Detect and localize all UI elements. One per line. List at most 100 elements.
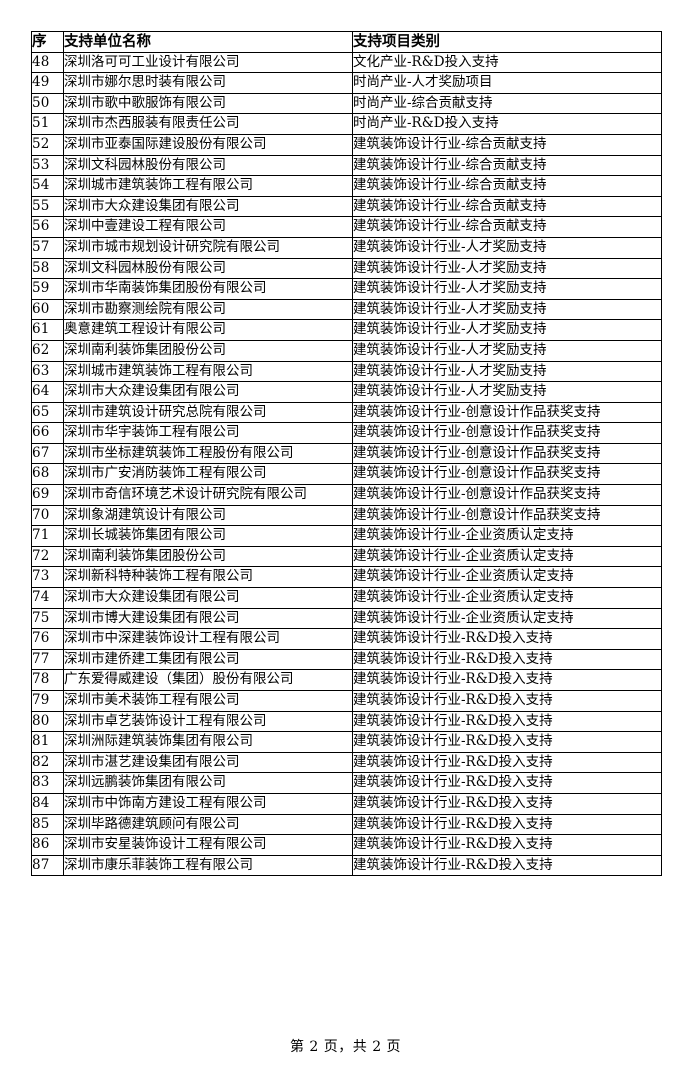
cell-project-type: 建筑装饰设计行业-人才奖励支持 xyxy=(352,298,662,321)
cell-project-type: 建筑装饰设计行业-R&D投入支持 xyxy=(352,690,662,712)
cell-project-type: 建筑装饰设计行业-综合贡献支持 xyxy=(352,154,662,177)
cell-seq: 52 xyxy=(31,133,64,156)
cell-seq: 59 xyxy=(31,278,64,300)
cell-unit-name: 深圳市歌中歌服饰有限公司 xyxy=(63,92,353,115)
cell-unit-name: 深圳市中深建装饰设计工程有限公司 xyxy=(63,628,353,650)
cell-seq: 58 xyxy=(31,257,64,280)
table-row: 80 深圳市卓艺装饰设计工程有限公司 建筑装饰设计行业-R&D投入支持 xyxy=(31,710,662,733)
column-header-name: 支持单位名称 xyxy=(63,31,353,53)
cell-project-type: 建筑装饰设计行业-创意设计作品获奖支持 xyxy=(352,484,662,506)
cell-unit-name: 深圳南利装饰集团股份公司 xyxy=(63,339,353,362)
cell-seq: 48 xyxy=(31,51,64,74)
cell-seq: 67 xyxy=(31,442,64,465)
table-row: 84 深圳市中饰南方建设工程有限公司 建筑装饰设计行业-R&D投入支持 xyxy=(31,792,662,815)
cell-unit-name: 深圳中壹建设工程有限公司 xyxy=(63,216,353,238)
page-footer: 第 2 页，共 2 页 xyxy=(289,1039,402,1055)
cell-seq: 73 xyxy=(31,566,64,589)
table-row: 81 深圳洲际建筑装饰集团有限公司 建筑装饰设计行业-R&D投入支持 xyxy=(31,731,662,753)
cell-seq: 49 xyxy=(31,72,64,94)
cell-seq: 85 xyxy=(31,813,64,836)
cell-unit-name: 深圳市康乐菲装饰工程有限公司 xyxy=(63,854,353,877)
cell-unit-name: 深圳洲际建筑装饰集团有限公司 xyxy=(63,731,353,753)
cell-seq: 64 xyxy=(31,381,64,403)
table-row: 55 深圳市大众建设集团有限公司 建筑装饰设计行业-综合贡献支持 xyxy=(31,195,662,218)
cell-unit-name: 深圳市美术装饰工程有限公司 xyxy=(63,690,353,712)
table-row: 79 深圳市美术装饰工程有限公司 建筑装饰设计行业-R&D投入支持 xyxy=(31,690,662,712)
table-row: 53 深圳文科园林股份有限公司 建筑装饰设计行业-综合贡献支持 xyxy=(31,154,662,177)
cell-project-type: 建筑装饰设计行业-创意设计作品获奖支持 xyxy=(352,401,662,424)
table-row: 87 深圳市康乐菲装饰工程有限公司 建筑装饰设计行业-R&D投入支持 xyxy=(31,854,662,877)
cell-unit-name: 深圳文科园林股份有限公司 xyxy=(63,257,353,280)
cell-project-type: 建筑装饰设计行业-综合贡献支持 xyxy=(352,195,662,218)
cell-unit-name: 深圳市坐标建筑装饰工程股份有限公司 xyxy=(63,442,353,465)
cell-project-type: 建筑装饰设计行业-人才奖励支持 xyxy=(352,319,662,341)
cell-unit-name: 深圳南利装饰集团股份公司 xyxy=(63,545,353,568)
cell-project-type: 建筑装饰设计行业-人才奖励支持 xyxy=(352,339,662,362)
cell-project-type: 建筑装饰设计行业-R&D投入支持 xyxy=(352,731,662,753)
table-row: 61 奥意建筑工程设计有限公司 建筑装饰设计行业-人才奖励支持 xyxy=(31,319,662,341)
table-row: 73 深圳新科特种装饰工程有限公司 建筑装饰设计行业-企业资质认定支持 xyxy=(31,566,662,589)
table-row: 70 深圳象湖建筑设计有限公司 建筑装饰设计行业-创意设计作品获奖支持 xyxy=(31,504,662,527)
cell-seq: 55 xyxy=(31,195,64,218)
cell-unit-name: 深圳文科园林股份有限公司 xyxy=(63,154,353,177)
cell-project-type: 建筑装饰设计行业-R&D投入支持 xyxy=(352,710,662,733)
cell-project-type: 文化产业-R&D投入支持 xyxy=(352,51,662,74)
cell-seq: 76 xyxy=(31,628,64,650)
table-row: 68 深圳市广安消防装饰工程有限公司 建筑装饰设计行业-创意设计作品获奖支持 xyxy=(31,463,662,486)
table-row: 75 深圳市博大建设集团有限公司 建筑装饰设计行业-企业资质认定支持 xyxy=(31,607,662,630)
cell-project-type: 建筑装饰设计行业-企业资质认定支持 xyxy=(352,587,662,609)
cell-project-type: 建筑装饰设计行业-创意设计作品获奖支持 xyxy=(352,422,662,444)
table-row: 74 深圳市大众建设集团有限公司 建筑装饰设计行业-企业资质认定支持 xyxy=(31,587,662,609)
cell-seq: 75 xyxy=(31,607,64,630)
cell-unit-name: 深圳市卓艺装饰设计工程有限公司 xyxy=(63,710,353,733)
cell-project-type: 建筑装饰设计行业-R&D投入支持 xyxy=(352,772,662,794)
table-row: 69 深圳市奇信环境艺术设计研究院有限公司 建筑装饰设计行业-创意设计作品获奖支持 xyxy=(31,484,662,506)
cell-seq: 53 xyxy=(31,154,64,177)
table-row: 78 广东爱得威建设（集团）股份有限公司 建筑装饰设计行业-R&D投入支持 xyxy=(31,669,662,691)
cell-unit-name: 深圳市大众建设集团有限公司 xyxy=(63,195,353,218)
cell-project-type: 建筑装饰设计行业-R&D投入支持 xyxy=(352,628,662,650)
table-row: 48 深圳洛可可工业设计有限公司 文化产业-R&D投入支持 xyxy=(31,51,662,74)
support-table: 序 支持单位名称 支持项目类别 48 深圳洛可可工业设计有限公司 文化产业-R&D投… xyxy=(31,31,662,877)
cell-unit-name: 深圳市勘察测绘院有限公司 xyxy=(63,298,353,321)
cell-seq: 83 xyxy=(31,772,64,794)
cell-project-type: 建筑装饰设计行业-企业资质认定支持 xyxy=(352,545,662,568)
cell-seq: 57 xyxy=(31,236,64,259)
table-row: 64 深圳市大众建设集团有限公司 建筑装饰设计行业-人才奖励支持 xyxy=(31,381,662,403)
cell-unit-name: 深圳市大众建设集团有限公司 xyxy=(63,587,353,609)
cell-unit-name: 深圳市华宇装饰工程有限公司 xyxy=(63,422,353,444)
table-row: 82 深圳市湛艺建设集团有限公司 建筑装饰设计行业-R&D投入支持 xyxy=(31,751,662,774)
cell-project-type: 建筑装饰设计行业-企业资质认定支持 xyxy=(352,607,662,630)
cell-seq: 51 xyxy=(31,113,64,135)
cell-project-type: 建筑装饰设计行业-人才奖励支持 xyxy=(352,257,662,280)
cell-seq: 80 xyxy=(31,710,64,733)
cell-project-type: 建筑装饰设计行业-创意设计作品获奖支持 xyxy=(352,442,662,465)
cell-unit-name: 深圳市广安消防装饰工程有限公司 xyxy=(63,463,353,486)
cell-project-type: 建筑装饰设计行业-人才奖励支持 xyxy=(352,278,662,300)
support-table-container: 序 支持单位名称 支持项目类别 48 深圳洛可可工业设计有限公司 文化产业-R&D投… xyxy=(31,31,662,877)
table-row: 56 深圳中壹建设工程有限公司 建筑装饰设计行业-综合贡献支持 xyxy=(31,216,662,238)
table-row: 76 深圳市中深建装饰设计工程有限公司 建筑装饰设计行业-R&D投入支持 xyxy=(31,628,662,650)
table-row: 67 深圳市坐标建筑装饰工程股份有限公司 建筑装饰设计行业-创意设计作品获奖支持 xyxy=(31,442,662,465)
cell-seq: 87 xyxy=(31,854,64,877)
cell-project-type: 建筑装饰设计行业-企业资质认定支持 xyxy=(352,566,662,589)
cell-unit-name: 深圳市博大建设集团有限公司 xyxy=(63,607,353,630)
cell-unit-name: 深圳城市建筑装饰工程有限公司 xyxy=(63,360,353,383)
cell-project-type: 建筑装饰设计行业-人才奖励支持 xyxy=(352,381,662,403)
cell-project-type: 建筑装饰设计行业-R&D投入支持 xyxy=(352,751,662,774)
column-header-seq: 序 xyxy=(31,31,64,53)
table-row: 54 深圳城市建筑装饰工程有限公司 建筑装饰设计行业-综合贡献支持 xyxy=(31,175,662,197)
cell-project-type: 建筑装饰设计行业-R&D投入支持 xyxy=(352,792,662,815)
table-row: 51 深圳市杰西服装有限责任公司 时尚产业-R&D投入支持 xyxy=(31,113,662,135)
table-row: 85 深圳毕路德建筑顾问有限公司 建筑装饰设计行业-R&D投入支持 xyxy=(31,813,662,836)
table-row: 63 深圳城市建筑装饰工程有限公司 建筑装饰设计行业-人才奖励支持 xyxy=(31,360,662,383)
cell-unit-name: 深圳象湖建筑设计有限公司 xyxy=(63,504,353,527)
cell-seq: 70 xyxy=(31,504,64,527)
table-row: 65 深圳市建筑设计研究总院有限公司 建筑装饰设计行业-创意设计作品获奖支持 xyxy=(31,401,662,424)
table-row: 77 深圳市建侨建工集团有限公司 建筑装饰设计行业-R&D投入支持 xyxy=(31,648,662,671)
cell-seq: 86 xyxy=(31,834,64,856)
cell-unit-name: 深圳市大众建设集团有限公司 xyxy=(63,381,353,403)
table-row: 52 深圳市亚泰国际建设股份有限公司 建筑装饰设计行业-综合贡献支持 xyxy=(31,133,662,156)
cell-project-type: 建筑装饰设计行业-综合贡献支持 xyxy=(352,216,662,238)
